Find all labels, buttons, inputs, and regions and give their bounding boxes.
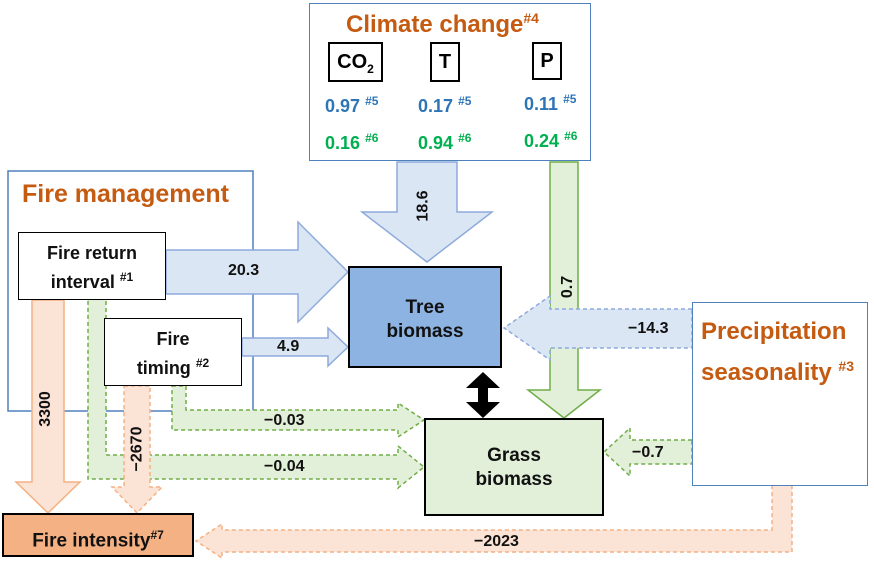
arrow-climate-to-tree bbox=[359, 161, 495, 263]
climate-change-title: Climate change#4 bbox=[346, 10, 539, 38]
arrow-fri-to-tree bbox=[165, 220, 350, 324]
label-climate-to-tree: 18.6 bbox=[414, 190, 432, 222]
t-value-6: 0.94 #6 bbox=[418, 131, 472, 153]
arrow-tree-grass-bidirectional bbox=[466, 372, 500, 418]
arrow-timing-to-tree bbox=[241, 326, 350, 368]
label-precip-to-intensity: −2023 bbox=[474, 533, 519, 550]
arrow-timing-to-intensity bbox=[110, 385, 164, 515]
arrow-fri-to-grass bbox=[87, 297, 426, 490]
co2-value-5: 0.97 #5 bbox=[325, 94, 379, 116]
climate-change-box bbox=[309, 3, 591, 161]
arrow-precip-to-grass bbox=[602, 426, 693, 478]
arrow-precip-to-tree bbox=[502, 294, 693, 362]
label-precip-to-tree: −14.3 bbox=[628, 320, 669, 337]
arrow-timing-to-grass bbox=[171, 385, 426, 439]
fire-intensity-box: Fire intensity#7 bbox=[2, 513, 194, 557]
arrow-fri-to-intensity bbox=[14, 299, 82, 515]
label-timing-to-tree: 4.9 bbox=[277, 338, 300, 355]
label-timing-to-intensity: −2670 bbox=[128, 426, 146, 472]
label-fri-to-tree: 20.3 bbox=[228, 262, 260, 279]
grass-biomass-box: Grass biomass bbox=[424, 418, 604, 516]
co2-value-6: 0.16 #6 bbox=[325, 131, 379, 153]
label-fri-to-intensity: 3300 bbox=[36, 391, 54, 427]
fire-return-interval-box: Fire return interval #1 bbox=[18, 232, 166, 300]
arrow-precip-to-intensity bbox=[194, 483, 793, 559]
label-fri-to-grass: −0.04 bbox=[264, 458, 305, 475]
label-timing-to-grass: −0.03 bbox=[264, 412, 305, 429]
tree-biomass-box: Tree biomass bbox=[348, 266, 502, 368]
arrow-climate-to-grass bbox=[525, 161, 603, 419]
precipitation-variable: P bbox=[532, 42, 562, 80]
p-value-6: 0.24 #6 bbox=[524, 129, 578, 151]
p-value-5: 0.11 #5 bbox=[524, 92, 577, 114]
label-climate-to-grass: 0.7 bbox=[559, 275, 577, 299]
co2-variable: CO2 bbox=[328, 42, 383, 82]
precipitation-seasonality-box: Precipitation seasonality #3 bbox=[692, 302, 868, 486]
label-precip-to-grass: −0.7 bbox=[632, 444, 664, 461]
t-value-5: 0.17 #5 bbox=[418, 94, 472, 116]
fire-management-title: Fire management bbox=[22, 180, 230, 208]
fire-timing-box: Fire timing #2 bbox=[104, 318, 242, 386]
temperature-variable: T bbox=[430, 42, 460, 82]
